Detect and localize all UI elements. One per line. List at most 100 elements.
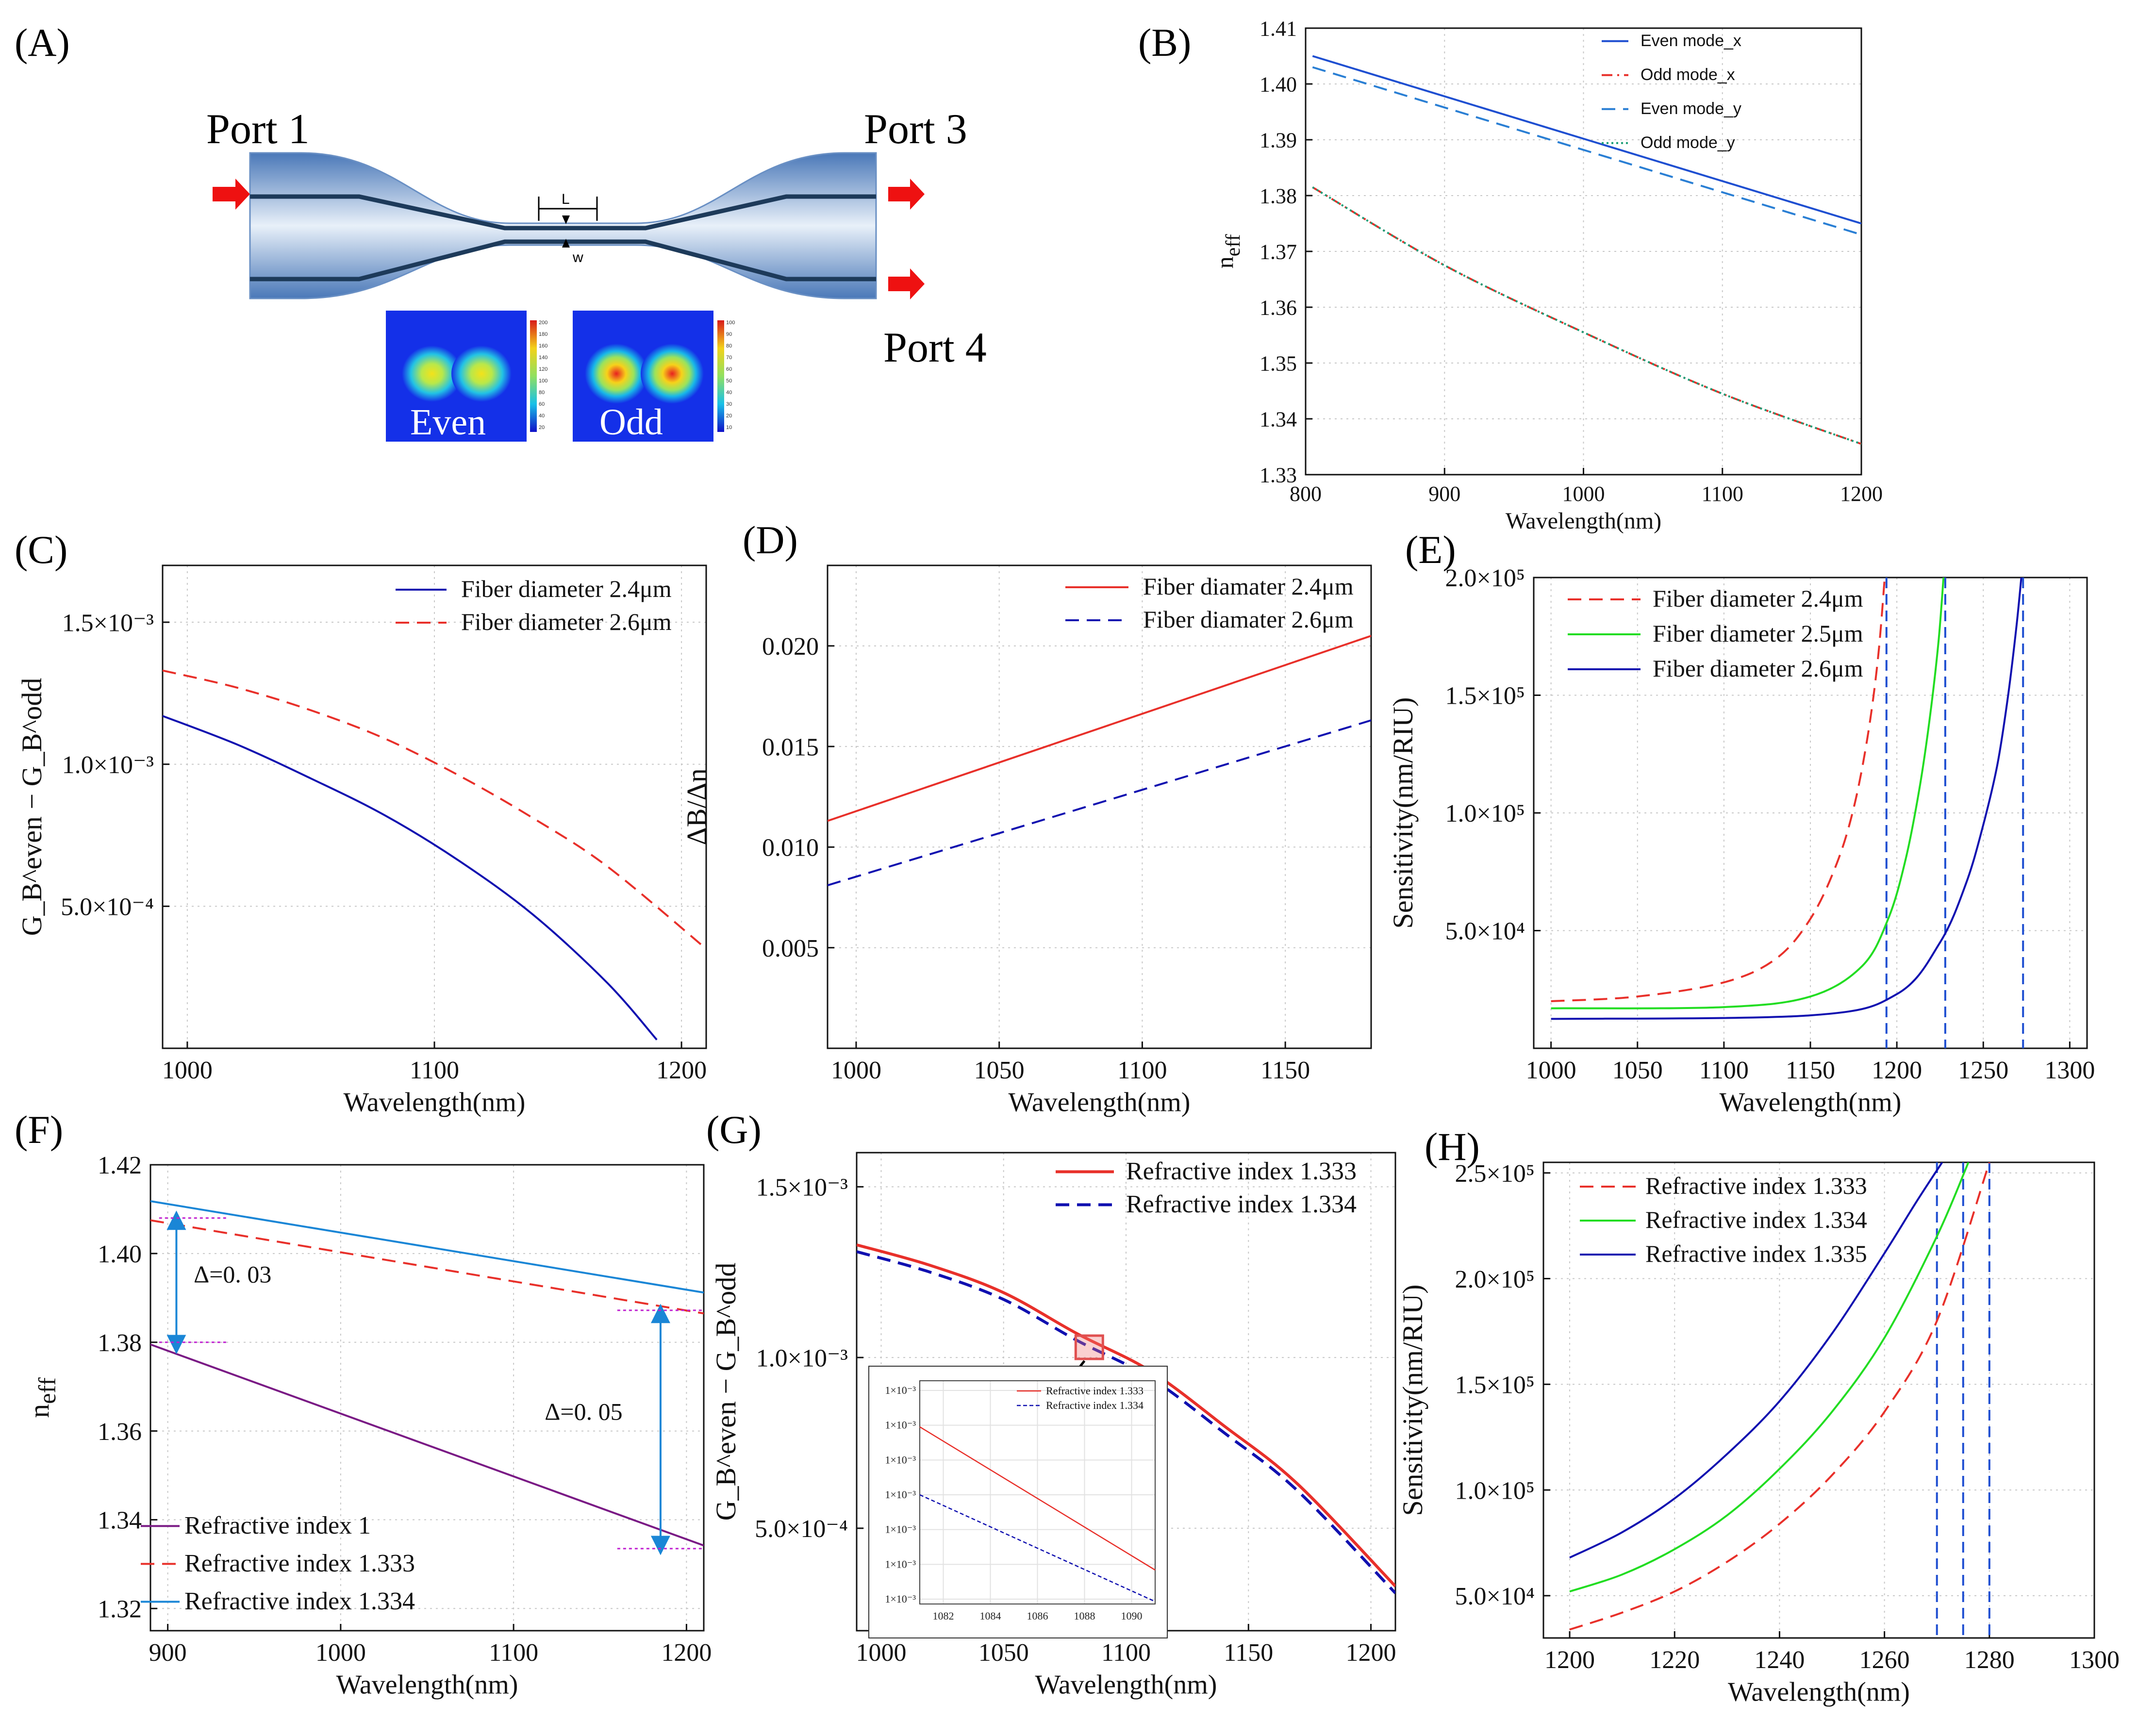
input-arrow-icon	[213, 179, 250, 210]
x-tick-label: 1150	[1224, 1639, 1273, 1667]
chart-f: 900 1000 1100 1200 1.32 1.34 1.36 1.38 1.40 1.42 W…	[23, 1152, 712, 1700]
x-tick-label: 1200	[1840, 482, 1883, 506]
colorbar-odd-tick: 100	[726, 320, 735, 326]
even-mode-label: Even	[410, 402, 486, 443]
x-tick-label: 1250	[1958, 1057, 2008, 1084]
colorbar-odd-tick: 60	[726, 366, 732, 372]
plot-frame	[162, 564, 707, 1049]
series-line	[1312, 186, 1861, 445]
y-axis-label: G_B^even − G_B^odd	[16, 678, 48, 936]
legend-label: Fiber diameter 2.4μm	[1653, 585, 1863, 612]
panel-label-b: (B)	[1138, 20, 1191, 65]
inset-x-tick-label: 1088	[1074, 1610, 1095, 1622]
x-tick-label: 1050	[974, 1057, 1025, 1084]
series-line	[150, 1219, 704, 1315]
x-tick-label: 1100	[1699, 1057, 1749, 1084]
y-tick-label: 1.0×10⁵	[1445, 800, 1525, 827]
y-tick-label: 1.34	[1260, 407, 1297, 431]
legend-label: Odd mode_y	[1641, 133, 1735, 152]
legend-label: Fiber diamater 2.6μm	[1143, 606, 1354, 633]
y-tick-label: 5.0×10⁴	[1445, 918, 1525, 945]
colorbar-even-tick: 40	[539, 413, 545, 419]
legend-label: Refractive index 1.333	[1126, 1157, 1357, 1185]
legend-label: Fiber diameter 2.6μm	[1653, 655, 1863, 682]
x-tick-label: 1100	[1101, 1639, 1151, 1667]
output-arrow-3-icon	[888, 179, 925, 210]
series-line	[150, 1343, 704, 1547]
x-tick-label: 1050	[978, 1639, 1029, 1667]
dim-w-label: w	[572, 249, 583, 265]
y-tick-label: 2.5×10⁵	[1455, 1160, 1535, 1188]
legend-label: Refractive index 1.333	[1645, 1172, 1867, 1199]
legend-label: Fiber diamater 2.4μm	[1143, 573, 1354, 600]
legend-label: Refractive index 1.333	[184, 1550, 415, 1577]
series-line	[1569, 1162, 1943, 1559]
colorbar-even-tick: 80	[539, 390, 545, 396]
inset-x-tick-label: 1082	[933, 1610, 954, 1622]
y-axis-label: neff	[1211, 234, 1244, 269]
y-tick-label: 1.35	[1260, 351, 1297, 375]
colorbar-odd-tick: 80	[726, 343, 732, 349]
panel-label-f: (F)	[15, 1108, 63, 1152]
x-tick-label: 1300	[2044, 1057, 2095, 1084]
y-tick-label: 1.5×10⁵	[1445, 682, 1525, 710]
series-line	[857, 1243, 1395, 1587]
x-tick-label: 1220	[1649, 1646, 1700, 1674]
delta-annotation-2: Δ=0. 05	[545, 1398, 622, 1425]
colorbar-even-tick: 140	[539, 355, 547, 361]
y-tick-label: 1.42	[98, 1152, 142, 1179]
y-tick-label: 1.37	[1260, 240, 1297, 264]
x-tick-label: 1100	[489, 1639, 538, 1667]
chart-e: 1000 1050 1100 1150 1200 1250 1300 5.0×10⁴ 1.0×1…	[1387, 564, 2095, 1117]
x-axis-label: Wavelength(nm)	[1009, 1088, 1191, 1118]
colorbar-even-tick: 100	[539, 378, 547, 384]
inset-y-tick-label: 1×10⁻³	[885, 1454, 916, 1466]
legend-label: Even mode_y	[1641, 99, 1741, 118]
y-axis-label: neff	[23, 1377, 61, 1418]
y-tick-label: 1.41	[1260, 17, 1297, 40]
y-tick-label: 1.0×10⁵	[1455, 1477, 1535, 1505]
series-line	[150, 1200, 704, 1294]
y-tick-label: 1.32	[98, 1595, 142, 1623]
series-line	[1569, 1162, 1970, 1593]
inset-x-tick-label: 1084	[980, 1610, 1001, 1622]
y-tick-label: 1.40	[98, 1240, 142, 1268]
zoom-marker	[1074, 1334, 1104, 1360]
y-tick-label: 5.0×10⁻⁴	[755, 1515, 848, 1543]
y-tick-label: 1.34	[98, 1507, 142, 1535]
panel-label-a: (A)	[15, 20, 70, 65]
x-tick-label: 1000	[856, 1639, 906, 1667]
y-tick-label: 1.0×10⁻³	[756, 1344, 848, 1372]
series-line	[1312, 66, 1861, 236]
legend-label: Fiber diameter 2.6μm	[461, 608, 672, 635]
colorbar-even-tick: 200	[539, 320, 547, 326]
inset-y-tick-label: 1×10⁻³	[885, 1419, 916, 1431]
series-line	[1312, 55, 1861, 225]
legend-label: Refractive index 1.335	[1645, 1240, 1867, 1267]
x-tick-label: 800	[1290, 482, 1322, 506]
x-tick-label: 1100	[1702, 482, 1743, 506]
y-axis-label: Sensitivity(nm/RIU)	[1397, 1285, 1428, 1516]
colorbar-odd-tick: 90	[726, 331, 732, 337]
x-tick-label: 1240	[1754, 1646, 1805, 1674]
series-line	[1312, 186, 1861, 445]
x-tick-label: 1150	[1786, 1057, 1835, 1084]
port-1-label: Port 1	[206, 106, 310, 153]
series-line	[163, 715, 658, 1041]
x-axis-label: Wavelength(nm)	[1035, 1670, 1217, 1700]
y-tick-label: 1.38	[1260, 184, 1297, 208]
inset-frame-bg	[868, 1366, 1168, 1638]
series-line	[857, 1250, 1395, 1594]
inset-plot-frame	[919, 1380, 1156, 1604]
colorbar-even-ticks: 200 180 160 140 120 100 80 60 40 20	[539, 320, 547, 430]
y-tick-label: 2.0×10⁵	[1445, 564, 1525, 592]
colorbar-odd-tick: 50	[726, 378, 732, 384]
y-axis-label-sub: eff	[1222, 234, 1244, 257]
y-axis-label: G_B^even − G_B^odd	[710, 1263, 742, 1521]
panel-label-d: (D)	[743, 518, 798, 562]
y-axis-label: ΔB/Δn	[681, 768, 713, 845]
colorbar-odd-tick: 40	[726, 390, 732, 396]
series-line	[1551, 578, 1886, 1002]
x-tick-label: 1100	[1117, 1057, 1167, 1084]
